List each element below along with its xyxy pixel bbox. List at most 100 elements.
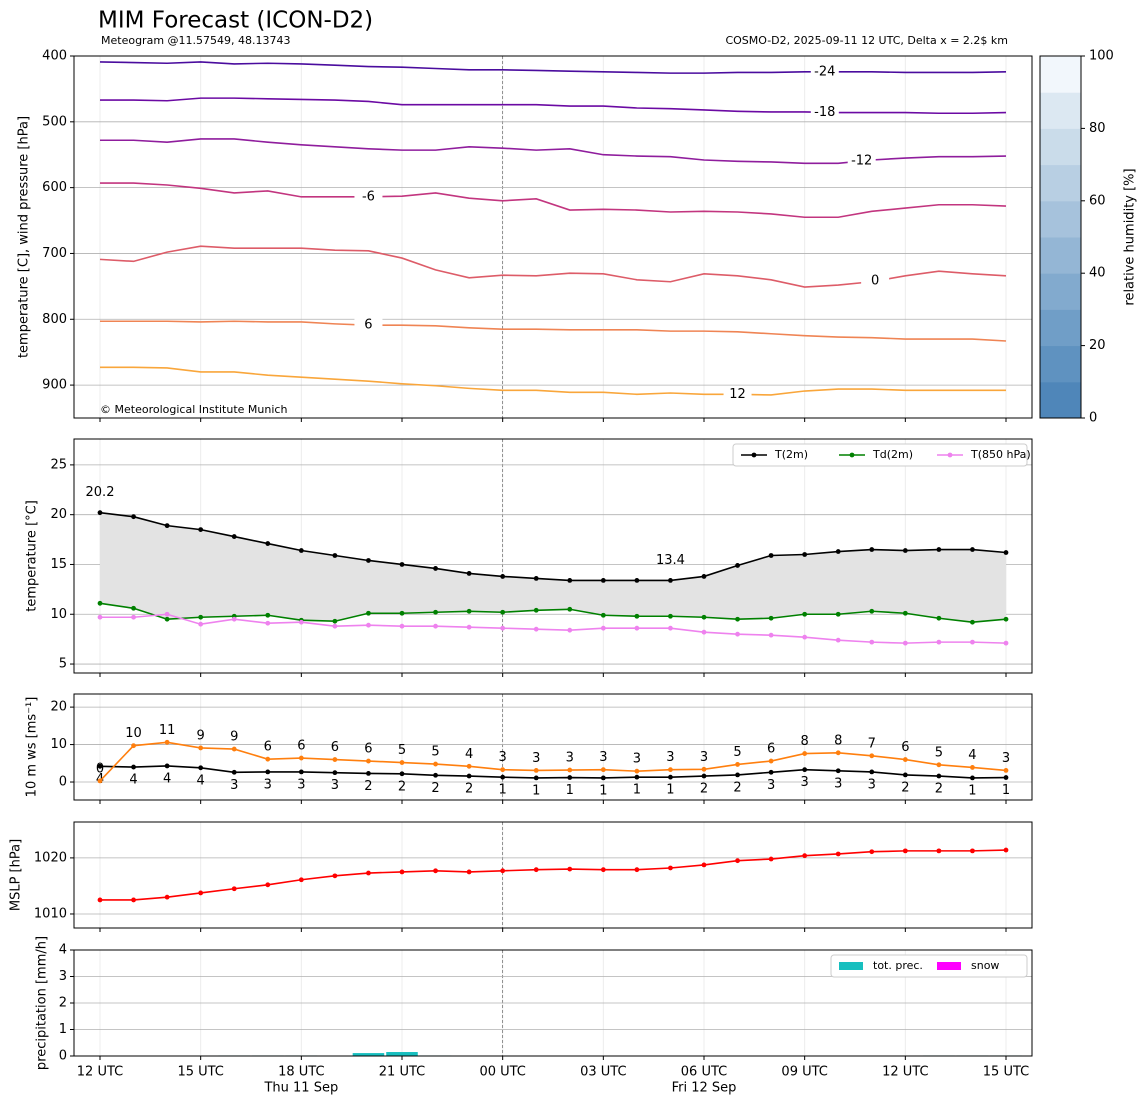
point [500, 625, 506, 631]
legend-label: tot. prec. [873, 959, 923, 972]
colorbar-tick-label: 60 [1089, 193, 1106, 208]
y-tick-label: 1020 [34, 850, 67, 865]
value-label: 3 [566, 751, 574, 766]
value-label: 5 [431, 745, 439, 760]
legend-box [830, 954, 1028, 978]
point [869, 608, 875, 614]
point [634, 867, 640, 873]
point [735, 631, 740, 637]
y-tick-label: 700 [42, 246, 67, 261]
point [869, 753, 875, 759]
point [164, 763, 170, 769]
point [500, 609, 506, 615]
legend-label: snow [971, 959, 999, 972]
value-label: 2 [733, 780, 741, 795]
y-tick-label: 1010 [34, 906, 67, 921]
point [869, 769, 875, 775]
colorbar-tick-label: 80 [1089, 121, 1106, 136]
point [366, 771, 371, 776]
point [265, 769, 271, 775]
point [936, 773, 942, 779]
point [97, 510, 103, 516]
y-tick-label: 20 [50, 700, 67, 715]
value-label: 5 [935, 745, 943, 760]
point [936, 848, 942, 854]
x-tick-label: 18 UTC [278, 1065, 324, 1080]
point [567, 775, 573, 780]
point [1003, 775, 1009, 780]
point [902, 772, 908, 778]
point [1003, 550, 1009, 555]
value-label: 2 [465, 782, 473, 797]
y-tick-label: 10 [50, 737, 67, 752]
point [936, 639, 942, 645]
x-tick-label: 15 UTC [983, 1065, 1029, 1080]
value-label: 3 [1002, 751, 1010, 766]
colorbar-band [1040, 309, 1081, 347]
point [466, 608, 472, 614]
value-label: 4 [163, 771, 171, 786]
series-line [100, 366, 1006, 396]
point [298, 755, 304, 761]
y-tick-label: 900 [42, 378, 67, 393]
value-label: 4 [968, 748, 976, 763]
value-label: 7 [868, 736, 876, 751]
plot-frame [73, 55, 1033, 419]
colorbar-tick-label: 20 [1089, 338, 1106, 353]
legend-swatch [839, 962, 863, 970]
colorbar-band [1040, 164, 1081, 202]
point [533, 768, 539, 773]
point [366, 558, 371, 563]
colorbar-band [1040, 273, 1081, 310]
point [164, 611, 170, 617]
y-axis-label: MSLP [hPa] [9, 839, 24, 911]
plot-frame [73, 949, 1033, 1057]
point [298, 769, 304, 775]
contour-label-bg [810, 104, 839, 121]
y-axis-label: temperature [°C] [25, 500, 40, 612]
point [902, 610, 908, 616]
point [936, 762, 942, 768]
value-label: 1 [968, 783, 976, 798]
point [600, 612, 606, 618]
y-axis-label: precipitation [mm/h] [35, 936, 50, 1070]
y-tick-label: 5 [59, 657, 67, 672]
contour-label-bg [354, 188, 383, 205]
point [500, 767, 506, 773]
point [701, 766, 707, 772]
point [131, 514, 136, 520]
point [1003, 847, 1009, 853]
x-tick-label: 03 UTC [580, 1065, 626, 1080]
point [600, 625, 606, 631]
point [533, 576, 539, 581]
point [902, 548, 908, 553]
value-label: 6 [297, 739, 305, 754]
y-tick-label: 4 [59, 943, 67, 958]
point [97, 614, 103, 620]
value-label: 2 [398, 779, 406, 794]
colorbar-band [1040, 128, 1081, 166]
point [97, 778, 103, 784]
point [802, 552, 808, 557]
legend-swatch [937, 962, 961, 970]
value-label: 6 [901, 740, 909, 755]
point [198, 614, 204, 620]
x-tick-label: 06 UTC [681, 1065, 727, 1080]
point [567, 627, 573, 633]
point [97, 897, 103, 903]
point [366, 870, 371, 876]
point [97, 763, 103, 769]
value-label: 1 [666, 783, 674, 798]
chart-source: COSMO-D2, 2025-09-11 12 UTC, Delta x = 2… [725, 34, 1008, 47]
y-tick-label: 10 [50, 607, 67, 622]
value-label: 2 [901, 780, 909, 795]
x-tick-label: 12 UTC [882, 1065, 928, 1080]
value-label: 4 [129, 773, 137, 788]
contour-label: -24 [814, 64, 835, 79]
contour-label: -18 [814, 105, 835, 120]
value-label: 3 [666, 750, 674, 765]
point [970, 619, 975, 625]
point [399, 610, 405, 616]
point [668, 865, 673, 871]
contour-label: -12 [851, 153, 872, 168]
